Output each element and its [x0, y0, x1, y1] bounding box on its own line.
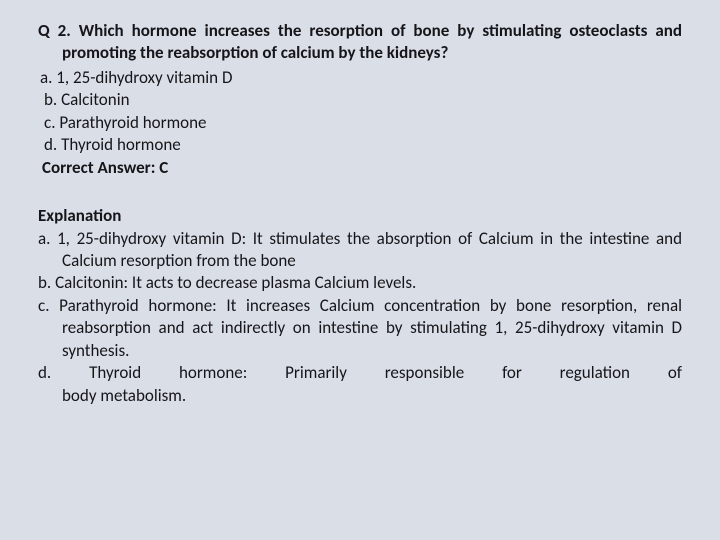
explanation-d-word: for	[502, 362, 522, 383]
option-c: c. Parathyroid hormone	[38, 112, 682, 134]
explanation-heading: Explanation	[38, 205, 682, 227]
explanation-d-word: of	[668, 362, 682, 383]
question-text: Q 2. Which hormone increases the resorpt…	[38, 20, 682, 65]
correct-answer: Correct Answer: C	[38, 157, 682, 179]
explanation-d-word: d.	[38, 362, 51, 383]
explanation-d-word: hormone:	[179, 362, 247, 383]
question-block: Q 2. Which hormone increases the resorpt…	[38, 20, 682, 179]
explanation-d-word: responsible	[385, 362, 464, 383]
explanation-d-line2: body metabolism.	[38, 385, 682, 407]
explanation-d-line1: d. Thyroid hormone: Primarily responsibl…	[38, 362, 682, 384]
explanation-d-word: Primarily	[285, 362, 347, 383]
explanation-a: a. 1, 25-dihydroxy vitamin D: It stimula…	[38, 228, 682, 273]
explanation-block: Explanation a. 1, 25-dihydroxy vitamin D…	[38, 205, 682, 407]
explanation-b: b. Calcitonin: It acts to decrease plasm…	[38, 272, 682, 294]
option-d: d. Thyroid hormone	[38, 134, 682, 156]
question-body: Which hormone increases the resorption o…	[62, 20, 682, 63]
question-number: Q 2.	[38, 20, 71, 41]
slide: Q 2. Which hormone increases the resorpt…	[0, 0, 720, 540]
option-b: b. Calcitonin	[38, 89, 682, 111]
explanation-c: c. Parathyroid hormone: It increases Cal…	[38, 295, 682, 362]
explanation-d-word: regulation	[560, 362, 630, 383]
explanation-d-word: Thyroid	[89, 362, 141, 383]
option-a: a. 1, 25-dihydroxy vitamin D	[38, 67, 682, 89]
